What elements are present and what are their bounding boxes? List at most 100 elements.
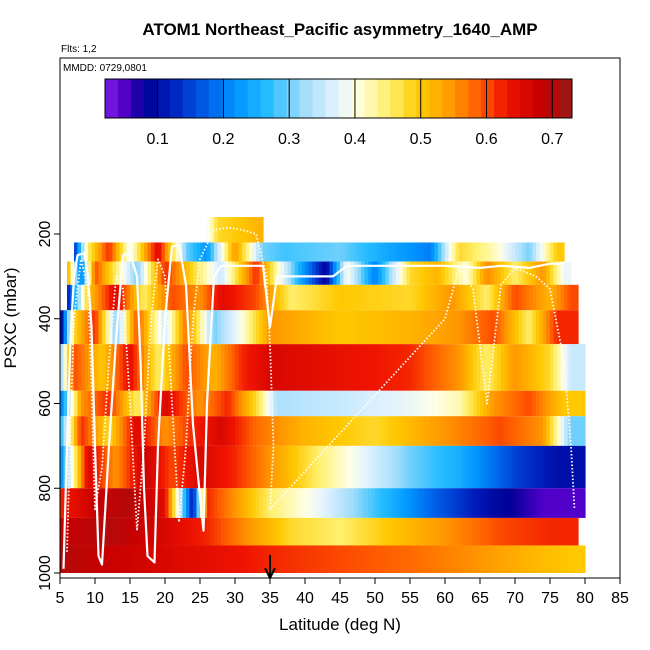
heatmap-cell [462,416,467,446]
heatmap-cell [427,488,432,518]
heatmap-cell [347,390,352,417]
heatmap-cell [210,242,215,262]
heatmap-cell [581,390,586,417]
heatmap-cell [308,344,313,391]
heatmap-cell [392,445,397,489]
heatmap-cell [259,344,264,391]
heatmap-cell [119,284,124,311]
heatmap-cell [438,445,443,489]
heatmap-cell [515,310,520,345]
heatmap-cell [319,416,324,446]
heatmap-cell [361,416,366,446]
heatmap-cell [217,416,222,446]
heatmap-cell [161,390,166,417]
heatmap-cell [172,390,177,417]
heatmap-cell [287,445,292,489]
heatmap-cell [91,310,96,345]
heatmap-cell [207,217,212,243]
heatmap-cell [109,488,114,518]
heatmap-cell [126,488,131,518]
heatmap-cell [508,390,513,417]
heatmap-cell [396,261,401,285]
heatmap-cell [130,310,135,345]
heatmap-cell [511,488,516,518]
heatmap-cell [574,517,579,546]
heatmap-cell [207,488,212,518]
heatmap-cell [420,390,425,417]
heatmap-cell [357,488,362,518]
heatmap-cell [567,445,572,489]
heatmap-cell [480,517,485,546]
heatmap-cell [462,284,467,311]
heatmap-cell [203,545,208,573]
heatmap-cell [532,517,537,546]
heatmap-cell [536,261,541,285]
heatmap-cell [557,310,562,345]
heatmap-cell [543,390,548,417]
heatmap-cell [452,488,457,518]
heatmap-cell [231,445,236,489]
heatmap-cell [217,488,222,518]
heatmap-cell [368,390,373,417]
heatmap-cell [70,390,75,417]
heatmap-cell [543,416,548,446]
heatmap-cell [203,261,208,285]
heatmap-cell [333,344,338,391]
heatmap-cell [413,545,418,573]
heatmap-cell [375,416,380,446]
heatmap-cell [280,261,285,285]
colorbar-swatch [221,79,236,118]
heatmap-cell [151,261,156,285]
heatmap-cell [532,242,537,262]
heatmap-cell [84,445,89,489]
heatmap-cell [518,284,523,311]
heatmap-cell [557,416,562,446]
heatmap-cell [571,390,576,417]
heatmap-cell [382,545,387,573]
heatmap-cell [389,390,394,417]
heatmap-cell [189,517,194,546]
heatmap-cell [273,517,278,546]
heatmap-cell [161,517,166,546]
heatmap-cell [144,310,149,345]
heatmap-cell [403,517,408,546]
heatmap-cell [158,242,163,262]
colorbar-swatch [105,79,119,118]
colorbar-swatch [546,79,560,118]
heatmap-cell [385,445,390,489]
heatmap-cell [455,310,460,345]
heatmap-cell [228,310,233,345]
heatmap-cell [368,310,373,345]
heatmap-cell [347,310,352,345]
heatmap-cell [371,416,376,446]
heatmap-cell [123,545,128,573]
heatmap-cell [529,488,534,518]
heatmap-cell [354,242,359,262]
colorbar-swatch [182,79,197,118]
heatmap-cell [445,416,450,446]
heatmap-cell [273,416,278,446]
heatmap-cell [445,517,450,546]
heatmap-cell [235,261,240,285]
heatmap-cell [67,284,72,311]
heatmap-cell [553,545,558,573]
heatmap-cell [487,517,492,546]
heatmap-cell [420,488,425,518]
heatmap-cell [529,545,534,573]
heatmap-cell [347,517,352,546]
heatmap-cell [518,445,523,489]
heatmap-cell [273,445,278,489]
heatmap-cell [196,344,201,391]
heatmap-cell [413,488,418,518]
heatmap-cell [165,445,170,489]
heatmap-cell [518,310,523,345]
heatmap-cell [392,416,397,446]
heatmap-cell [151,390,156,417]
heatmap-cell [270,344,275,391]
heatmap-cell [130,242,135,262]
heatmap-cell [382,261,387,285]
heatmap-cell [228,416,233,446]
colorbar-swatch [260,79,275,118]
heatmap-cell [319,242,324,262]
heatmap-cell [228,488,233,518]
